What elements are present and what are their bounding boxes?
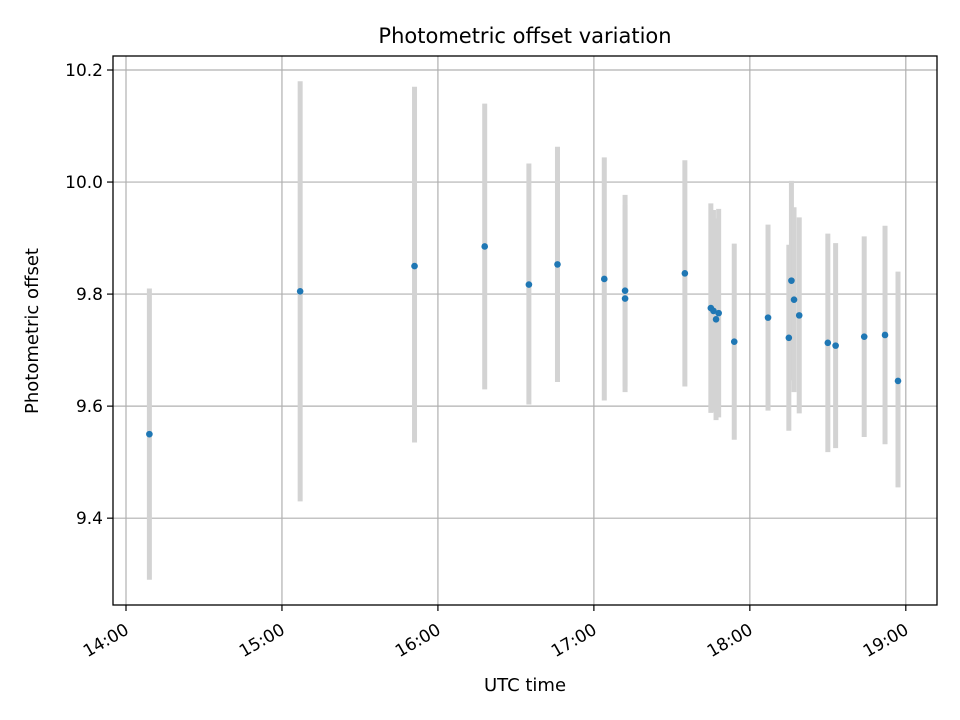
y-tick-label: 9.4 — [76, 509, 103, 529]
data-point — [712, 315, 720, 323]
data-point — [600, 275, 608, 283]
data-point — [824, 339, 832, 347]
data-point — [525, 281, 533, 288]
data-point — [681, 270, 689, 277]
data-point — [785, 334, 793, 342]
data-point — [411, 262, 418, 270]
data-point — [795, 312, 803, 319]
data-point — [790, 296, 798, 303]
point-layer — [146, 243, 902, 438]
x-axis-label: UTC time — [484, 675, 566, 696]
chart-title: Photometric offset variation — [378, 24, 671, 48]
data-point — [621, 295, 629, 302]
data-point — [621, 287, 629, 295]
y-tick-label: 9.8 — [76, 285, 103, 305]
data-point — [881, 331, 889, 339]
y-tick-label: 10.0 — [65, 173, 103, 193]
data-point — [788, 277, 795, 284]
data-point — [715, 309, 722, 317]
y-tick-label: 9.6 — [76, 397, 103, 417]
data-point — [730, 338, 738, 346]
data-point — [894, 377, 902, 385]
y-axis-label: Photometric offset — [22, 248, 43, 414]
data-point — [481, 243, 489, 250]
y-tick-label: 10.2 — [65, 61, 103, 81]
data-point — [554, 261, 561, 268]
data-point — [832, 342, 839, 349]
data-point — [146, 430, 153, 438]
data-point — [860, 333, 868, 340]
data-point — [296, 287, 304, 295]
grid-layer — [113, 56, 937, 605]
data-point — [764, 314, 772, 321]
plot-frame — [112, 55, 938, 606]
data-point — [710, 307, 717, 315]
